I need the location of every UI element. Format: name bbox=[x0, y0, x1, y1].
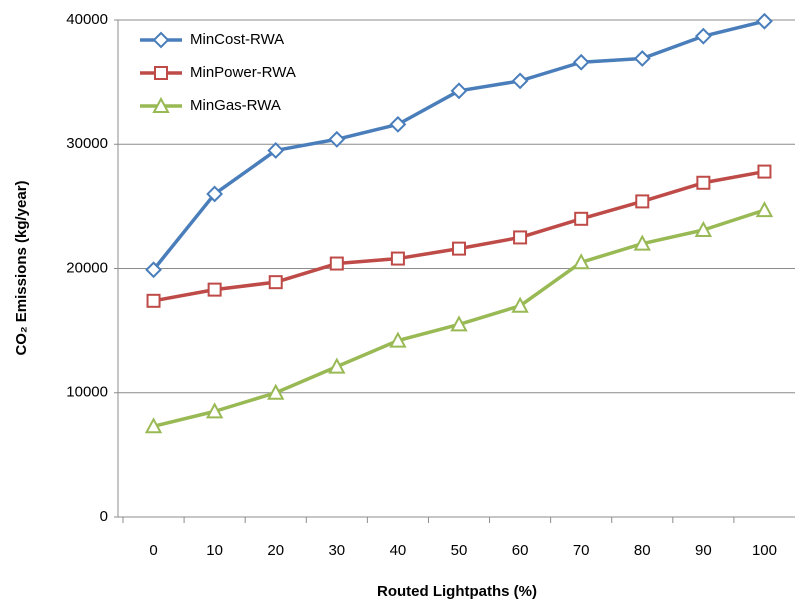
marker bbox=[574, 211, 589, 226]
marker bbox=[267, 142, 285, 159]
marker bbox=[572, 253, 590, 270]
marker bbox=[696, 175, 711, 190]
x-tick-label: 80 bbox=[634, 542, 651, 559]
x-tick-label: 30 bbox=[328, 542, 345, 559]
x-tick-label: 20 bbox=[267, 542, 284, 559]
x-tick-label: 10 bbox=[206, 542, 223, 559]
x-tick-label: 60 bbox=[512, 542, 529, 559]
marker bbox=[152, 96, 170, 113]
marker bbox=[513, 230, 528, 245]
y-tick-label: 20000 bbox=[66, 259, 108, 276]
legend-label: MinGas-RWA bbox=[190, 97, 281, 114]
marker bbox=[152, 31, 170, 49]
marker bbox=[694, 220, 713, 237]
y-axis-title: CO₂ Emissions (kg/year) bbox=[13, 180, 30, 355]
marker bbox=[144, 417, 163, 434]
marker bbox=[633, 50, 651, 67]
marker bbox=[389, 331, 407, 348]
x-tick-label: 90 bbox=[695, 542, 712, 559]
marker bbox=[450, 315, 468, 332]
marker bbox=[450, 82, 468, 100]
x-tick-label: 50 bbox=[451, 542, 468, 559]
marker bbox=[452, 241, 466, 256]
x-tick-label: 100 bbox=[752, 542, 777, 559]
marker bbox=[389, 115, 407, 133]
marker bbox=[755, 200, 774, 218]
marker bbox=[207, 282, 222, 297]
marker bbox=[328, 357, 346, 374]
marker bbox=[572, 53, 590, 71]
series-line bbox=[152, 19, 765, 271]
marker bbox=[511, 296, 529, 313]
x-tick-label: 40 bbox=[390, 542, 407, 559]
marker bbox=[329, 256, 344, 271]
y-tick-label: 0 bbox=[100, 508, 108, 525]
marker bbox=[268, 275, 283, 290]
legend-label: MinPower-RWA bbox=[190, 64, 296, 81]
y-tick-label: 40000 bbox=[66, 11, 108, 28]
legend-label: MinCost-RWA bbox=[190, 31, 284, 48]
marker bbox=[267, 383, 285, 400]
marker bbox=[511, 72, 529, 90]
marker bbox=[757, 164, 772, 179]
x-axis-title: Routed Lightpaths (%) bbox=[377, 583, 537, 600]
marker bbox=[756, 12, 773, 30]
x-tick-label: 70 bbox=[573, 542, 590, 559]
marker bbox=[635, 194, 650, 209]
marker bbox=[390, 251, 405, 266]
marker bbox=[694, 27, 712, 45]
marker bbox=[154, 66, 168, 80]
y-tick-label: 30000 bbox=[66, 135, 108, 152]
marker bbox=[206, 185, 224, 203]
marker bbox=[146, 293, 161, 308]
marker bbox=[633, 234, 651, 251]
marker bbox=[145, 261, 162, 279]
x-tick-label: 0 bbox=[149, 542, 157, 559]
marker bbox=[205, 402, 224, 419]
marker bbox=[328, 130, 346, 148]
y-tick-label: 10000 bbox=[66, 384, 108, 401]
